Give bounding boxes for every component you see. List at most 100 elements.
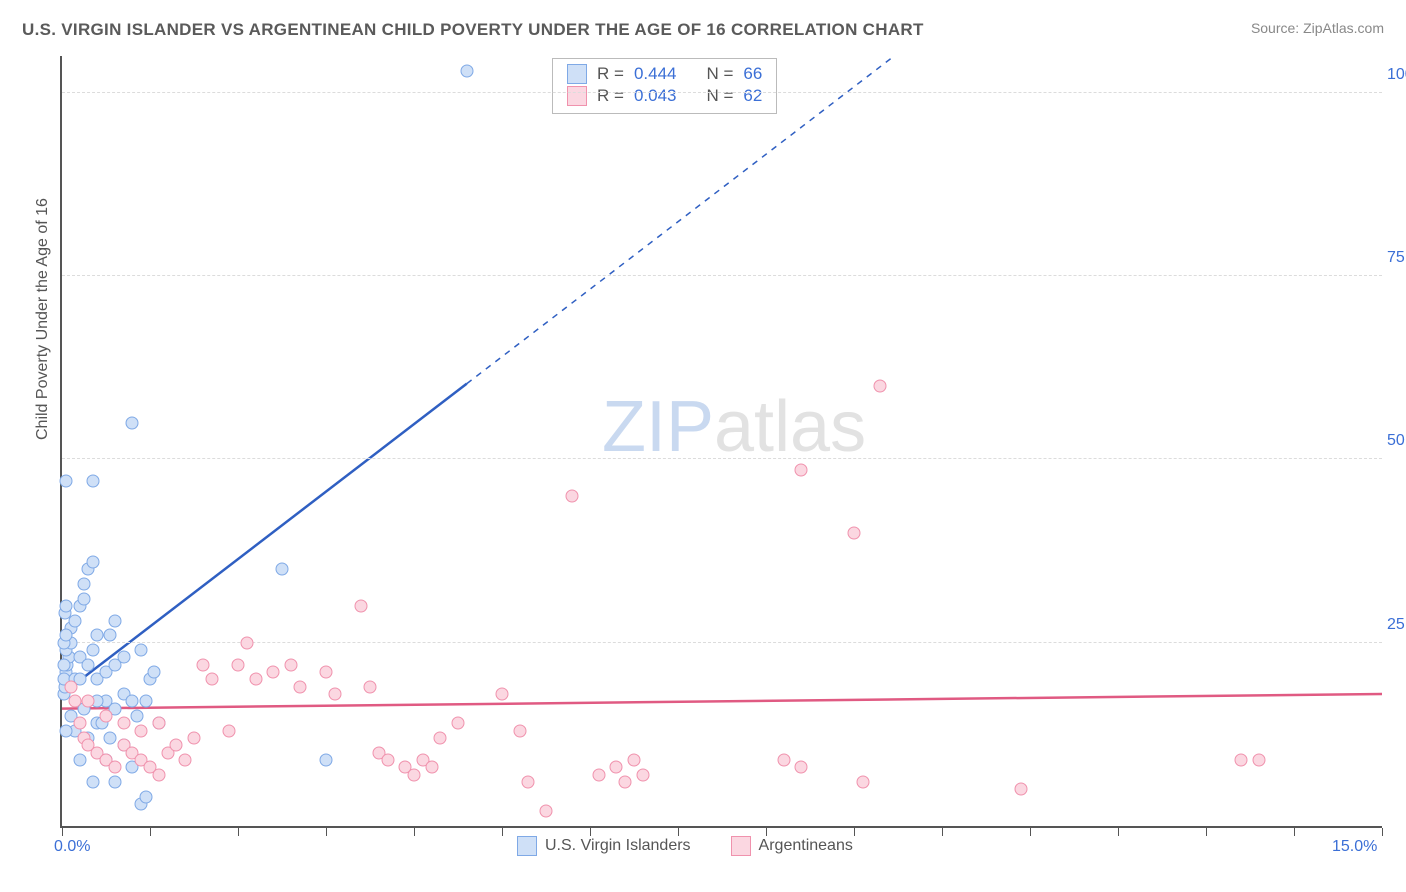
scatter-point-usvi: [108, 776, 121, 789]
scatter-point-arg: [856, 776, 869, 789]
scatter-point-usvi: [139, 790, 152, 803]
scatter-point-arg: [628, 754, 641, 767]
regression-lines: [62, 56, 1382, 826]
legend-series: U.S. Virgin Islanders Argentineans: [517, 836, 853, 856]
scatter-point-usvi: [59, 724, 72, 737]
scatter-point-usvi: [78, 578, 91, 591]
y-tick-label: 25.0%: [1387, 616, 1406, 634]
gridline: [62, 92, 1382, 93]
x-tick: [854, 828, 855, 836]
scatter-point-arg: [135, 724, 148, 737]
legend-n-label: N =: [706, 64, 733, 84]
scatter-point-usvi: [104, 629, 117, 642]
legend-stats-row: R = 0.444 N = 66: [567, 63, 762, 85]
scatter-point-arg: [1252, 754, 1265, 767]
scatter-point-usvi: [320, 754, 333, 767]
x-tick: [502, 828, 503, 836]
legend-n-value: 62: [743, 86, 762, 106]
scatter-point-arg: [188, 732, 201, 745]
scatter-point-arg: [179, 754, 192, 767]
scatter-point-arg: [267, 666, 280, 679]
scatter-point-usvi: [86, 556, 99, 569]
scatter-point-arg: [795, 761, 808, 774]
x-tick: [414, 828, 415, 836]
scatter-point-arg: [223, 724, 236, 737]
watermark: ZIPatlas: [602, 386, 866, 468]
scatter-point-usvi: [108, 614, 121, 627]
gridline: [62, 642, 1382, 643]
scatter-point-arg: [619, 776, 632, 789]
scatter-point-usvi: [69, 614, 82, 627]
legend-stats-row: R = 0.043 N = 62: [567, 85, 762, 107]
scatter-point-arg: [64, 680, 77, 693]
scatter-point-arg: [152, 717, 165, 730]
scatter-point-arg: [408, 768, 421, 781]
scatter-point-arg: [566, 490, 579, 503]
scatter-point-usvi: [60, 475, 73, 488]
scatter-point-arg: [328, 688, 341, 701]
scatter-point-usvi: [130, 710, 143, 723]
scatter-point-usvi: [73, 754, 86, 767]
scatter-point-usvi: [82, 658, 95, 671]
scatter-point-arg: [513, 724, 526, 737]
scatter-point-arg: [592, 768, 605, 781]
scatter-point-usvi: [60, 629, 73, 642]
scatter-point-usvi: [57, 658, 70, 671]
scatter-point-usvi: [460, 64, 473, 77]
scatter-point-usvi: [139, 695, 152, 708]
x-tick: [238, 828, 239, 836]
scatter-point-arg: [69, 695, 82, 708]
y-axis-label: Child Poverty Under the Age of 16: [34, 198, 52, 440]
x-tick: [1118, 828, 1119, 836]
scatter-point-arg: [610, 761, 623, 774]
x-tick: [326, 828, 327, 836]
swatch-icon: [731, 836, 751, 856]
regression-line-arg: [62, 694, 1382, 709]
y-tick-label: 75.0%: [1387, 249, 1406, 267]
scatter-point-usvi: [78, 592, 91, 605]
x-tick: [62, 828, 63, 836]
scatter-point-usvi: [86, 644, 99, 657]
source-attribution: Source: ZipAtlas.com: [1251, 20, 1384, 36]
scatter-point-arg: [636, 768, 649, 781]
legend-r-value: 0.444: [634, 64, 677, 84]
scatter-point-arg: [522, 776, 535, 789]
scatter-point-arg: [381, 754, 394, 767]
scatter-point-usvi: [126, 416, 139, 429]
legend-stats: R = 0.444 N = 66 R = 0.043 N = 62: [552, 58, 777, 114]
legend-n-label: N =: [706, 86, 733, 106]
scatter-point-arg: [496, 688, 509, 701]
x-tick: [150, 828, 151, 836]
scatter-point-arg: [364, 680, 377, 693]
scatter-point-arg: [777, 754, 790, 767]
scatter-point-arg: [425, 761, 438, 774]
x-tick: [1030, 828, 1031, 836]
scatter-point-arg: [82, 695, 95, 708]
x-tick: [1382, 828, 1383, 836]
scatter-point-arg: [196, 658, 209, 671]
scatter-point-usvi: [276, 563, 289, 576]
scatter-point-usvi: [104, 732, 117, 745]
legend-series-item: U.S. Virgin Islanders: [517, 836, 691, 856]
scatter-point-arg: [1235, 754, 1248, 767]
scatter-point-arg: [152, 768, 165, 781]
scatter-point-arg: [320, 666, 333, 679]
swatch-icon: [517, 836, 537, 856]
legend-series-item: Argentineans: [731, 836, 853, 856]
scatter-point-usvi: [86, 776, 99, 789]
scatter-point-arg: [452, 717, 465, 730]
scatter-point-arg: [170, 739, 183, 752]
scatter-point-arg: [795, 464, 808, 477]
gridline: [62, 458, 1382, 459]
scatter-point-arg: [293, 680, 306, 693]
scatter-point-arg: [284, 658, 297, 671]
scatter-point-arg: [1015, 783, 1028, 796]
scatter-point-arg: [73, 717, 86, 730]
scatter-point-arg: [848, 526, 861, 539]
scatter-point-usvi: [91, 629, 104, 642]
scatter-point-arg: [205, 673, 218, 686]
gridline: [62, 275, 1382, 276]
x-tick: [766, 828, 767, 836]
scatter-plot: ZIPatlas R = 0.444 N = 66 R = 0.043 N = …: [60, 56, 1382, 828]
x-tick: [1206, 828, 1207, 836]
